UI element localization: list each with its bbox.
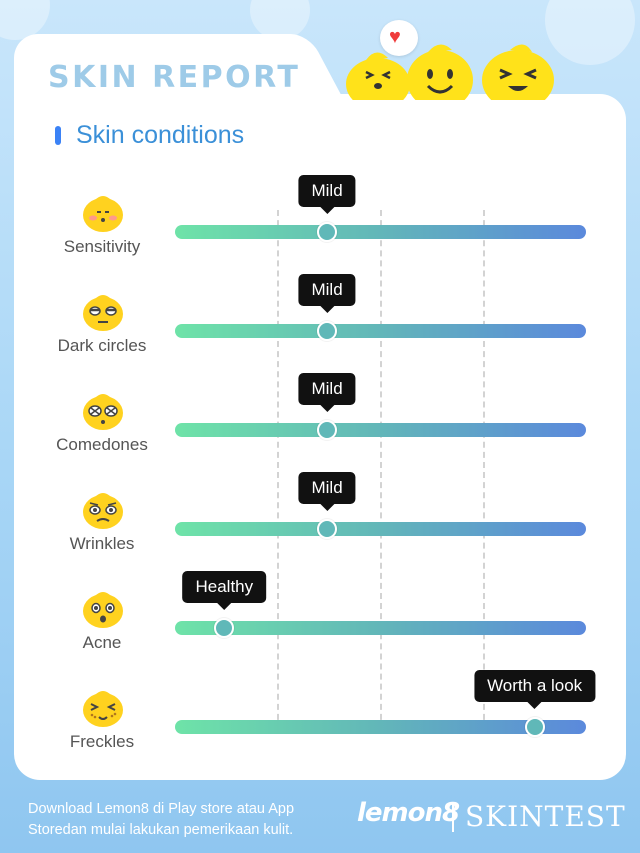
condition-label: Sensitivity [63, 237, 141, 256]
section-title: Skin conditions [76, 121, 245, 149]
severity-knob[interactable] [317, 420, 338, 440]
condition-label: Acne [82, 633, 122, 652]
grid-line [380, 210, 382, 730]
freckled-face-icon [83, 691, 123, 727]
severity-track [175, 720, 586, 734]
severity-knob[interactable] [214, 618, 235, 638]
heart-icon: ♥ [389, 26, 401, 48]
lemon-mascots-icon [346, 44, 554, 100]
condition-row-acne: Acne Healthy [0, 571, 640, 688]
severity-knob[interactable] [524, 717, 545, 737]
heart-speech-bubble [380, 20, 418, 56]
severity-track [175, 621, 586, 635]
surprised-face-icon [83, 592, 123, 628]
severity-knob[interactable] [317, 321, 338, 341]
skintest-logo: SKINTEST [465, 800, 626, 833]
condition-label: Dark circles [57, 336, 147, 355]
footer-download-text: Download Lemon8 di Play store atau App S… [28, 801, 295, 838]
condition-row-wrinkles: Wrinkles Mild [0, 472, 640, 589]
condition-label: Freckles [69, 732, 135, 751]
sleepy-face-icon [83, 295, 123, 331]
condition-label: Wrinkles [69, 534, 135, 553]
severity-knob[interactable] [317, 222, 338, 242]
lemon8-logo: lemon8 [357, 798, 460, 828]
severity-tooltip: Mild [298, 175, 356, 214]
condition-row-freckles: Freckles Worth a look [0, 670, 640, 787]
logo-divider [452, 802, 454, 832]
severity-tooltip: Worth a look [474, 670, 596, 709]
severity-tooltip: Mild [298, 472, 356, 511]
report-title: SKIN REPORT [48, 60, 301, 95]
severity-track [175, 225, 586, 239]
severity-track [175, 324, 586, 338]
dotted-face-icon [83, 394, 123, 430]
condition-row-dark-circles: Dark circles Mild [0, 274, 640, 391]
severity-tooltip: Mild [298, 274, 356, 313]
grid-line [483, 210, 485, 730]
worried-face-icon [83, 493, 123, 529]
severity-tooltip: Healthy [182, 571, 267, 610]
grid-line [277, 210, 279, 730]
condition-row-sensitivity: Sensitivity Mild [0, 175, 640, 292]
shy-face-icon [83, 196, 123, 232]
condition-row-comedones: Comedones Mild [0, 373, 640, 490]
severity-tooltip: Mild [298, 373, 356, 412]
section-marker [55, 126, 61, 145]
severity-track [175, 522, 586, 536]
condition-label: Comedones [56, 435, 148, 454]
severity-knob[interactable] [317, 519, 338, 539]
severity-track [175, 423, 586, 437]
